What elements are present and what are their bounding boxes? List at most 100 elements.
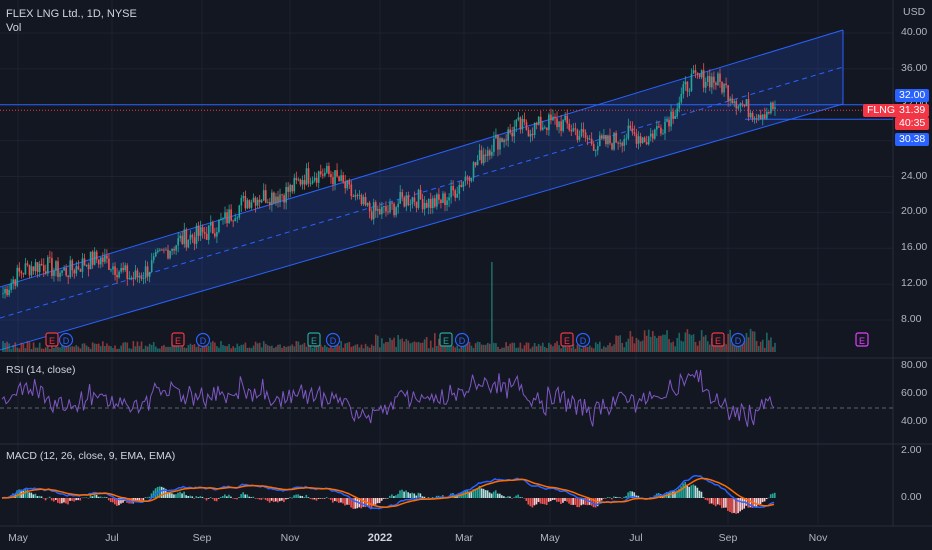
volume-bar [344,343,347,352]
macd-histogram-bar [513,497,515,498]
macd-histogram-bar [334,498,336,502]
candle-body [509,129,512,133]
volume-bar [462,344,465,352]
macd-histogram-bar [52,498,55,502]
macd-histogram-bar [270,498,273,501]
candle-body [51,257,53,276]
macd-histogram-bar [352,498,354,509]
volume-bar [283,345,285,352]
candle-body [159,249,161,251]
rsi-label[interactable]: RSI (14, close) [6,364,76,376]
macd-histogram-bar [142,498,145,501]
macd-histogram-bar [252,496,255,498]
volume-bar [399,339,402,352]
macd-histogram-bar [213,498,216,501]
candle-body [254,197,257,206]
macd-histogram-bar [28,492,31,498]
candle-body [427,199,430,208]
macd-histogram-bar [81,497,84,499]
volume-bar [731,341,734,352]
macd-histogram-bar [315,498,318,501]
candle-body [150,260,153,273]
macd-line [1,474,775,510]
volume-bar [313,345,316,352]
volume-bar [104,346,106,352]
volume-bar [560,348,562,352]
candle-body [195,225,198,244]
macd-histogram-bar [686,484,689,498]
candle-body [307,168,310,184]
candle-body [269,201,271,206]
candle-body [53,270,55,276]
volume-bar [346,342,349,352]
candle-body [209,222,212,226]
volume-bar [305,346,308,352]
volume-bar [704,335,707,352]
candle-body [118,271,120,278]
volume-bar [150,344,153,352]
event-marker-label: E [443,336,449,346]
candle-body [295,177,298,181]
low-level-badge: 30.38 [895,133,930,146]
macd-histogram-bar [321,498,324,499]
price-tick-label: 12.00 [901,277,928,290]
candle-body [2,293,4,295]
volume-bar [749,328,752,352]
candle-body [711,76,713,88]
volume-bar [179,347,182,352]
candle-body [350,184,353,197]
macd-histogram-bar [54,498,57,501]
macd-histogram-bar [50,498,53,501]
volume-bar [110,346,112,352]
candle-body [529,133,532,137]
volume-bar [383,343,385,352]
macd-histogram-bar [529,498,532,507]
volume-bar [18,348,21,352]
event-marker-label: D [580,336,587,346]
macd-histogram-bar [285,498,287,500]
macd-histogram-bar [523,498,526,499]
candle-body [715,82,717,86]
volume-bar [324,345,326,352]
candle-body [134,270,137,279]
volume-bar [148,343,151,352]
candle-body [93,251,96,265]
volume-bar [751,331,754,352]
symbol-title[interactable]: FLEX LNG Ltd., 1D, NYSE [6,8,137,20]
candle-body [698,74,701,78]
earnings-marker [560,332,574,347]
volume-bar [429,340,432,352]
macd-histogram-bar [272,498,275,503]
macd-histogram-bar [714,498,717,507]
candle-body [279,194,281,203]
macd-histogram-bar [179,491,181,498]
time-axis-label: Nov [280,532,300,544]
volume-bar [171,341,173,352]
candle-body [20,271,23,274]
dividend-marker [325,332,341,348]
volume-bar [75,345,78,352]
time-axis-label: 2022 [367,532,393,544]
price-tick-label: 8.00 [901,313,922,325]
candle-body [22,273,25,275]
macd-histogram-bar [674,491,676,498]
macd-histogram-bar [488,492,491,498]
macd-histogram-bar [773,492,776,498]
candle-body [635,133,638,144]
macd-histogram-bar [38,495,41,498]
volume-bar [761,339,764,352]
volume-bar [334,344,336,352]
macd-label[interactable]: MACD (12, 26, close, 9, EMA, EMA) [6,450,176,462]
candle-body [193,237,196,244]
macd-histogram-bar [162,487,165,498]
volume-bar [550,344,552,352]
volume-bar [118,348,120,352]
volume-bar [466,342,469,352]
volume-bar [368,347,371,352]
macd-histogram-bar [201,496,204,498]
macd-histogram-bar [36,496,39,498]
candle-body [167,249,169,259]
candle-body [684,81,687,85]
